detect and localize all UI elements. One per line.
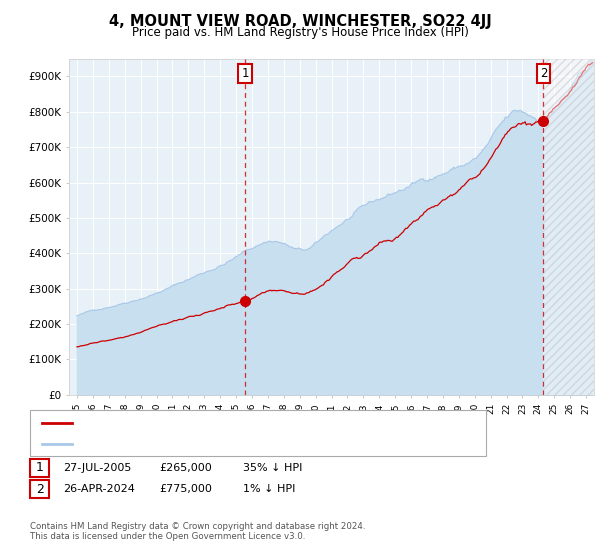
Text: £265,000: £265,000: [159, 463, 212, 473]
Text: 1: 1: [241, 67, 249, 80]
Bar: [544, 59, 594, 395]
Text: 1: 1: [35, 461, 44, 474]
Text: 1% ↓ HPI: 1% ↓ HPI: [243, 484, 295, 494]
Text: Price paid vs. HM Land Registry's House Price Index (HPI): Price paid vs. HM Land Registry's House …: [131, 26, 469, 39]
Text: HPI: Average price, detached house, Winchester: HPI: Average price, detached house, Winc…: [81, 438, 322, 449]
Text: Contains HM Land Registry data © Crown copyright and database right 2024.: Contains HM Land Registry data © Crown c…: [30, 522, 365, 531]
Text: 27-JUL-2005: 27-JUL-2005: [63, 463, 131, 473]
Text: £775,000: £775,000: [159, 484, 212, 494]
Text: This data is licensed under the Open Government Licence v3.0.: This data is licensed under the Open Gov…: [30, 532, 305, 541]
Text: 4, MOUNT VIEW ROAD, WINCHESTER, SO22 4JJ (detached house): 4, MOUNT VIEW ROAD, WINCHESTER, SO22 4JJ…: [81, 418, 404, 428]
Text: 35% ↓ HPI: 35% ↓ HPI: [243, 463, 302, 473]
Text: 26-APR-2024: 26-APR-2024: [63, 484, 135, 494]
Text: 4, MOUNT VIEW ROAD, WINCHESTER, SO22 4JJ: 4, MOUNT VIEW ROAD, WINCHESTER, SO22 4JJ: [109, 14, 491, 29]
Text: 2: 2: [539, 67, 547, 80]
Text: 2: 2: [35, 483, 44, 496]
